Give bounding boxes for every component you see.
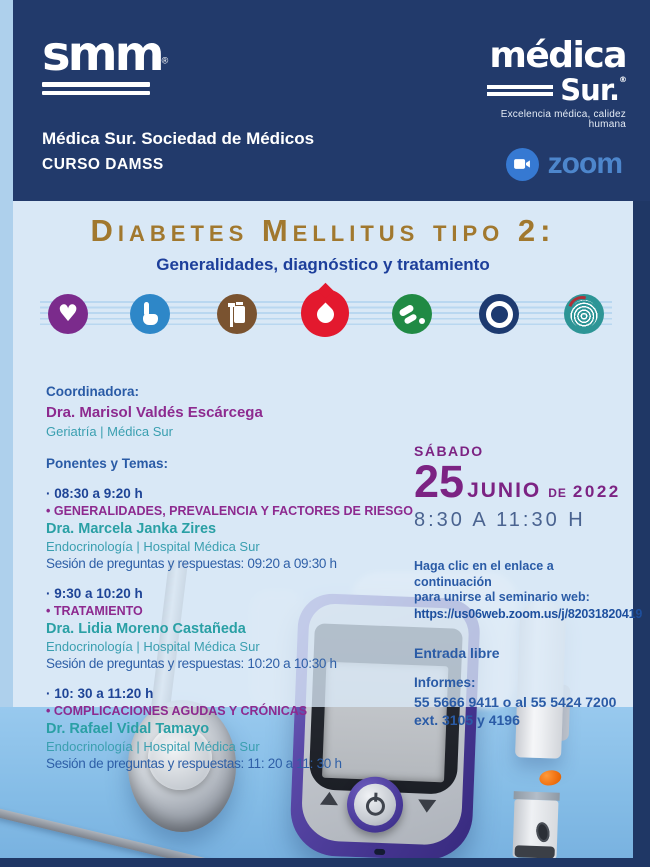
session-topic: • GENERALIDADES, PREVALENCIA Y FACTORES … bbox=[46, 504, 413, 518]
header-band: smm® Médica Sur. Sociedad de Médicos CUR… bbox=[13, 0, 650, 201]
event-details-column: Sábado 25 junio de 2022 8:30 a 11:30 h H… bbox=[414, 443, 643, 729]
power-icon bbox=[365, 796, 386, 817]
session-specialty: Endocrinología | Hospital Médica Sur bbox=[46, 639, 260, 654]
smm-registered-mark: ® bbox=[161, 55, 169, 66]
session-speaker: Dra. Lidia Moreno Castañeda bbox=[46, 621, 246, 637]
medica-sur-tagline: Excelencia médica, calidez humana bbox=[500, 109, 626, 130]
medica-sur-logo-bars bbox=[487, 85, 554, 96]
session-time: · 10: 30 a 11:20 h bbox=[46, 686, 154, 701]
syringe-glyph bbox=[228, 303, 234, 327]
session-block-2: · 9:30 a 10:20 h • TRATAMIENTO Dra. Lidi… bbox=[46, 586, 418, 671]
lancet-pen-button bbox=[538, 768, 563, 788]
medica-sur-logo-row: Sur.® bbox=[466, 73, 627, 107]
session-block-1: · 08:30 a 9:20 h • GENERALIDADES, PREVAL… bbox=[46, 486, 418, 571]
fingerprint-glyph bbox=[570, 300, 598, 328]
webinar-cta-line2: para unirse al seminario web: bbox=[414, 590, 590, 605]
webinar-cta-line1: Haga clic en el enlace a continuación bbox=[414, 559, 554, 589]
medica-sur-logo-bar bbox=[487, 85, 554, 89]
info-phone-line2: ext. 3105 y 4196 bbox=[414, 712, 520, 729]
smm-logo-bar bbox=[42, 90, 150, 95]
stethoscope-chestpiece bbox=[128, 700, 236, 832]
meter-up-button bbox=[319, 791, 339, 806]
zoom-camera-icon bbox=[505, 147, 539, 181]
pill-glyph bbox=[419, 318, 425, 324]
session-qa: Sesión de preguntas y respuestas: 11: 20… bbox=[46, 756, 342, 771]
coordinator-specialty: Geriatría | Médica Sur bbox=[46, 424, 173, 439]
fingerprint-icon bbox=[564, 294, 604, 334]
session-speaker: Dr. Rafael Vidal Tamayo bbox=[46, 721, 210, 737]
vial-glyph bbox=[234, 301, 245, 323]
info-label: Informes: bbox=[414, 674, 476, 690]
meter-power-button-face bbox=[353, 782, 397, 827]
admission-note: Entrada libre bbox=[414, 644, 500, 661]
blood-drop-icon bbox=[301, 289, 349, 337]
event-date: 25 junio de 2022 bbox=[414, 459, 630, 504]
info-phones: 55 5666 9411 o al 55 5424 7200 ext. 3105… bbox=[414, 693, 630, 729]
speakers-label: Ponentes y Temas: bbox=[46, 456, 169, 471]
medica-sur-logo-top: médica bbox=[489, 35, 627, 76]
page-title: Diabetes Mellitus tipo 2: bbox=[90, 213, 556, 248]
medica-sur-registered-mark: ® bbox=[619, 75, 627, 84]
lancet-pen-tip bbox=[514, 845, 555, 858]
finger-prick-glyph bbox=[142, 301, 158, 325]
meter-down-button bbox=[417, 799, 437, 814]
event-month: junio bbox=[467, 479, 542, 502]
finger-prick-icon bbox=[130, 294, 170, 334]
medica-sur-logo-bottom: Sur.® bbox=[560, 73, 627, 107]
webinar-cta: Haga clic en el enlace a continuación pa… bbox=[414, 559, 630, 606]
event-year: 2022 bbox=[572, 482, 621, 501]
bottom-accent-bar bbox=[0, 857, 650, 867]
event-date-number: 25 bbox=[414, 456, 465, 507]
session-qa: Sesión de preguntas y respuestas: 09:20 … bbox=[46, 556, 337, 571]
photo-fade-overlay bbox=[13, 560, 633, 707]
zoom-logo: zoom bbox=[505, 147, 623, 181]
session-qa: Sesión de preguntas y respuestas: 10:20 … bbox=[46, 656, 337, 671]
session-specialty: Endocrinología | Hospital Médica Sur bbox=[46, 739, 260, 754]
coordinator-label: Coordinadora: bbox=[46, 384, 139, 399]
organization-name: Médica Sur. Sociedad de Médicos bbox=[42, 129, 315, 148]
ring-glyph bbox=[485, 300, 513, 328]
session-specialty: Endocrinología | Hospital Médica Sur bbox=[46, 539, 260, 554]
course-name: CURSO DAMSS bbox=[42, 156, 164, 173]
left-accent-strip bbox=[0, 0, 13, 707]
session-time: · 9:30 a 10:20 h bbox=[46, 586, 143, 601]
event-day: Sábado bbox=[414, 443, 484, 459]
event-time-range: 8:30 a 11:30 h bbox=[414, 509, 586, 531]
heart-icon: ♥ bbox=[48, 294, 88, 334]
stethoscope-diaphragm bbox=[148, 726, 212, 790]
fingerprint-red-arc bbox=[564, 294, 601, 329]
session-topic: • COMPLICACIONES AGUDAS Y CRÓNICAS bbox=[46, 704, 308, 718]
diabetes-ring-icon bbox=[479, 294, 519, 334]
medica-sur-logo: médica Sur.® Excelencia médica, calidez … bbox=[466, 35, 628, 130]
program-column: Coordinadora: Dra. Marisol Valdés Escárc… bbox=[46, 384, 418, 771]
smm-logo: smm® bbox=[42, 30, 168, 95]
event-de: de bbox=[548, 486, 567, 500]
medica-sur-logo-bar bbox=[487, 92, 554, 96]
session-topic: • TRATAMIENTO bbox=[46, 604, 143, 618]
session-speaker: Dra. Marcela Janka Zires bbox=[46, 521, 217, 537]
organization-block: Médica Sur. Sociedad de Médicos CURSO DA… bbox=[42, 129, 314, 174]
zoom-webinar-link[interactable]: https://us06web.zoom.us/j/82031820419 bbox=[414, 606, 643, 621]
drop-glyph bbox=[312, 301, 338, 327]
session-block-3: · 10: 30 a 11:20 h • COMPLICACIONES AGUD… bbox=[46, 686, 418, 771]
info-phone-line1: 55 5666 9411 o al 55 5424 7200 bbox=[414, 693, 617, 710]
session-time: · 08:30 a 9:20 h bbox=[46, 486, 143, 501]
medical-devices-photo bbox=[0, 560, 633, 858]
meter-port bbox=[374, 848, 386, 856]
smm-logo-bar bbox=[42, 82, 150, 87]
smm-logo-text: smm bbox=[42, 26, 165, 82]
zoom-wordmark: zoom bbox=[547, 147, 623, 180]
finger-glyph bbox=[143, 301, 149, 316]
pills-icon bbox=[392, 294, 432, 334]
right-accent-strip bbox=[633, 0, 650, 867]
insulin-vial-icon bbox=[217, 294, 257, 334]
page-subtitle: Generalidades, diagnóstico y tratamiento bbox=[156, 255, 490, 274]
coordinator-name: Dra. Marisol Valdés Escárcega bbox=[46, 404, 263, 421]
